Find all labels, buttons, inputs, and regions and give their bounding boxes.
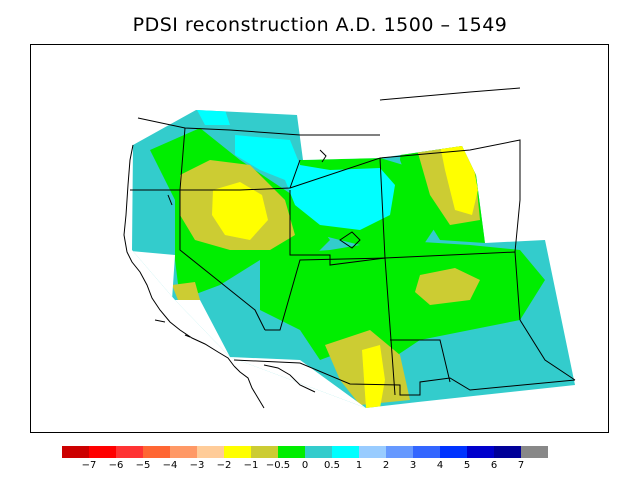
legend-swatch-4 xyxy=(170,446,197,458)
legend-swatch-0 xyxy=(62,446,89,458)
legend-label: 5 xyxy=(463,460,471,471)
legend-label: 2 xyxy=(382,460,390,471)
field-olive-southwest xyxy=(172,282,200,300)
legend-label: 1 xyxy=(355,460,363,471)
legend-swatch-17 xyxy=(521,446,548,458)
legend-label: −5 xyxy=(135,460,151,471)
baja-coastline xyxy=(233,365,265,409)
legend-swatch-15 xyxy=(467,446,494,458)
legend-label: −6 xyxy=(108,460,124,471)
legend-swatch-7 xyxy=(251,446,278,458)
legend-label: −7 xyxy=(81,460,97,471)
pacific-coastline xyxy=(123,144,235,367)
legend-labels: −7 −6 −5 −4 −3 −2 −1 −0.5 0 0.5 1 2 3 4 5 6 7 xyxy=(0,460,640,474)
legend-swatch-16 xyxy=(494,446,521,458)
field-cyan-north xyxy=(235,135,395,230)
legend-label: −0.5 xyxy=(265,460,291,471)
legend-swatch-3 xyxy=(143,446,170,458)
field-green-central xyxy=(260,240,545,360)
texas-border xyxy=(519,319,576,381)
legend-label: 3 xyxy=(409,460,417,471)
yellowstone-lake xyxy=(319,149,327,163)
legend-swatch-8 xyxy=(278,446,305,458)
legend-label: 4 xyxy=(436,460,444,471)
legend-swatch-5 xyxy=(197,446,224,458)
lake-tahoe xyxy=(167,194,173,206)
legend-label: 0.5 xyxy=(324,460,340,471)
coastline-and-borders xyxy=(123,87,576,409)
canada-border xyxy=(137,117,380,136)
legend-swatch-1 xyxy=(89,446,116,458)
legend-swatch-6 xyxy=(224,446,251,458)
legend-swatch-14 xyxy=(440,446,467,458)
no-data-montana-corner xyxy=(303,115,380,160)
legend-label: 6 xyxy=(490,460,498,471)
legend-label: −4 xyxy=(162,460,178,471)
dakota-border xyxy=(379,139,521,253)
legend-label: −3 xyxy=(189,460,205,471)
legend-swatch-11 xyxy=(359,446,386,458)
field-yellow-south xyxy=(362,345,385,408)
legend-label: 7 xyxy=(517,460,525,471)
legend-swatch-10 xyxy=(332,446,359,458)
field-yellow-west xyxy=(212,182,268,240)
newmexico-border xyxy=(390,339,451,383)
legend-label: 0 xyxy=(301,460,309,471)
legend-label: −1 xyxy=(243,460,259,471)
utah-border xyxy=(289,190,386,266)
lakes xyxy=(154,149,361,338)
canada-border-east xyxy=(379,87,521,101)
mexico-border xyxy=(233,359,576,396)
legend-swatch-9 xyxy=(305,446,332,458)
map-title: PDSI reconstruction A.D. 1500 – 1549 xyxy=(132,14,508,36)
legend-label: −2 xyxy=(216,460,232,471)
legend-swatch-13 xyxy=(413,446,440,458)
legend-swatch-12 xyxy=(386,446,413,458)
field-cyan-northwest xyxy=(196,110,230,125)
nevada-border xyxy=(179,190,266,331)
legend-colorbar xyxy=(62,446,548,458)
arizona-border xyxy=(265,257,396,396)
channel-islands xyxy=(154,319,191,338)
legend-swatch-2 xyxy=(116,446,143,458)
gulf-coast xyxy=(263,364,316,393)
great-salt-lake xyxy=(339,231,361,249)
idaho-border xyxy=(179,127,301,191)
field-olive-southeast xyxy=(415,268,480,305)
